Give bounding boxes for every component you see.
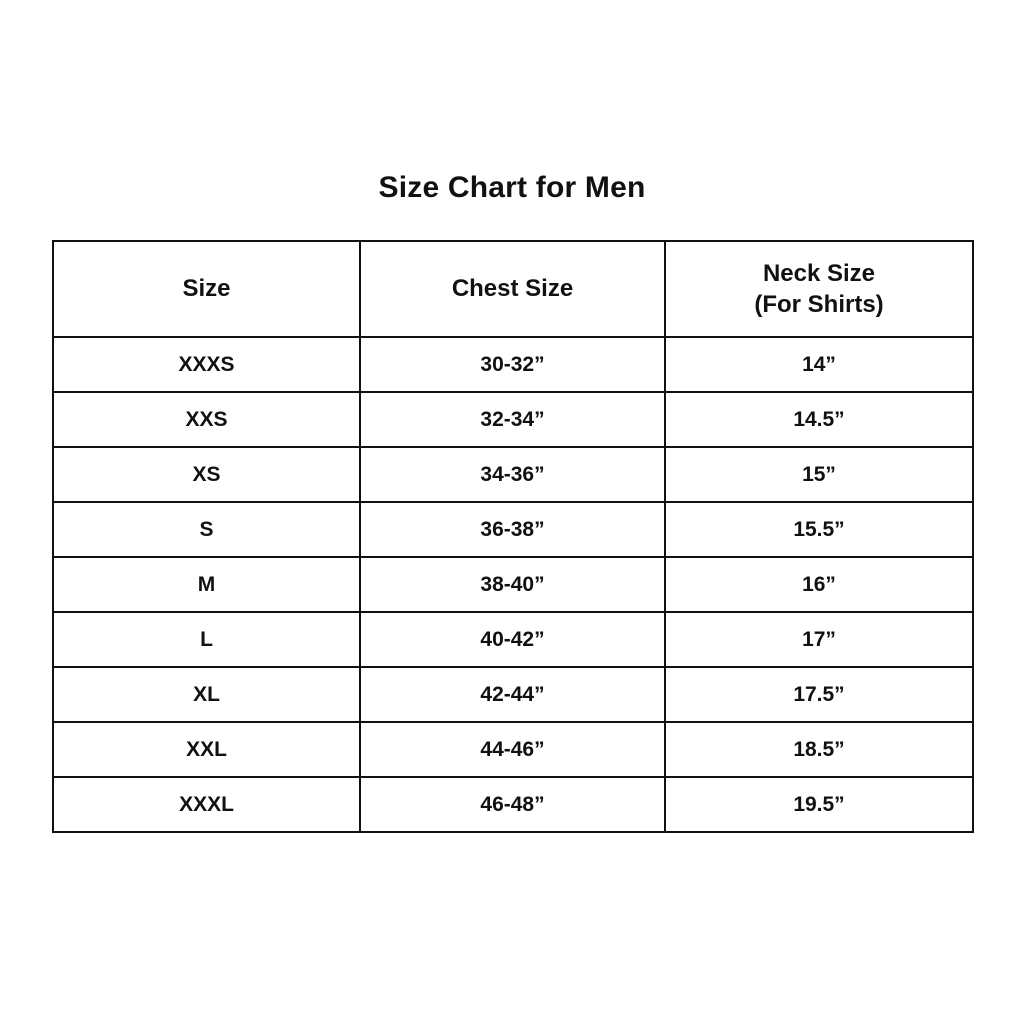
table-body: XXXS 30-32” 14” XXS 32-34” 14.5” XS 34-36” 15” S 3… — [52, 336, 974, 833]
cell-neck-size: 18.5” — [664, 721, 974, 778]
cell-size: M — [52, 556, 361, 613]
page-title: Size Chart for Men — [378, 171, 646, 204]
column-header-neck-size: Neck Size (For Shirts) — [664, 240, 974, 338]
cell-size: L — [52, 611, 361, 668]
table-row: XXL 44-46” 18.5” — [52, 721, 974, 778]
cell-size: XXS — [52, 391, 361, 448]
cell-neck-size: 17.5” — [664, 666, 974, 723]
cell-neck-size: 19.5” — [664, 776, 974, 833]
cell-chest-size: 40-42” — [359, 611, 666, 668]
column-header-size-line1: Size — [182, 275, 231, 302]
cell-size: XXXS — [52, 336, 361, 393]
table-header-row: Size Chest Size Neck Size (For Shirts) — [52, 240, 974, 338]
cell-size: XXL — [52, 721, 361, 778]
cell-neck-size: 14” — [664, 336, 974, 393]
cell-neck-size: 16” — [664, 556, 974, 613]
cell-neck-size: 15.5” — [664, 501, 974, 558]
cell-chest-size: 38-40” — [359, 556, 666, 613]
table-row: XXXS 30-32” 14” — [52, 336, 974, 393]
cell-chest-size: 44-46” — [359, 721, 666, 778]
size-chart-table-container: Size Chest Size Neck Size (For Shirts) X… — [52, 240, 974, 833]
table-row: XXXL 46-48” 19.5” — [52, 776, 974, 833]
table-row: XS 34-36” 15” — [52, 446, 974, 503]
table-row: L 40-42” 17” — [52, 611, 974, 668]
cell-size: XXXL — [52, 776, 361, 833]
column-header-neck-size-line1: Neck Size — [762, 259, 876, 287]
cell-chest-size: 32-34” — [359, 391, 666, 448]
cell-neck-size: 17” — [664, 611, 974, 668]
column-header-size: Size — [52, 240, 361, 338]
column-header-chest-size: Chest Size — [359, 240, 666, 338]
cell-size: XS — [52, 446, 361, 503]
cell-size: XL — [52, 666, 361, 723]
table-row: M 38-40” 16” — [52, 556, 974, 613]
cell-chest-size: 42-44” — [359, 666, 666, 723]
cell-chest-size: 36-38” — [359, 501, 666, 558]
cell-chest-size: 30-32” — [359, 336, 666, 393]
table-row: XL 42-44” 17.5” — [52, 666, 974, 723]
size-chart-table: Size Chest Size Neck Size (For Shirts) X… — [52, 240, 974, 833]
table-row: S 36-38” 15.5” — [52, 501, 974, 558]
cell-size: S — [52, 501, 361, 558]
cell-chest-size: 46-48” — [359, 776, 666, 833]
column-header-neck-size-line2: (For Shirts) — [754, 290, 884, 318]
table-header: Size Chest Size Neck Size (For Shirts) — [52, 240, 974, 338]
column-header-chest-size-line1: Chest Size — [451, 275, 574, 302]
cell-neck-size: 15” — [664, 446, 974, 503]
cell-neck-size: 14.5” — [664, 391, 974, 448]
table-row: XXS 32-34” 14.5” — [52, 391, 974, 448]
cell-chest-size: 34-36” — [359, 446, 666, 503]
